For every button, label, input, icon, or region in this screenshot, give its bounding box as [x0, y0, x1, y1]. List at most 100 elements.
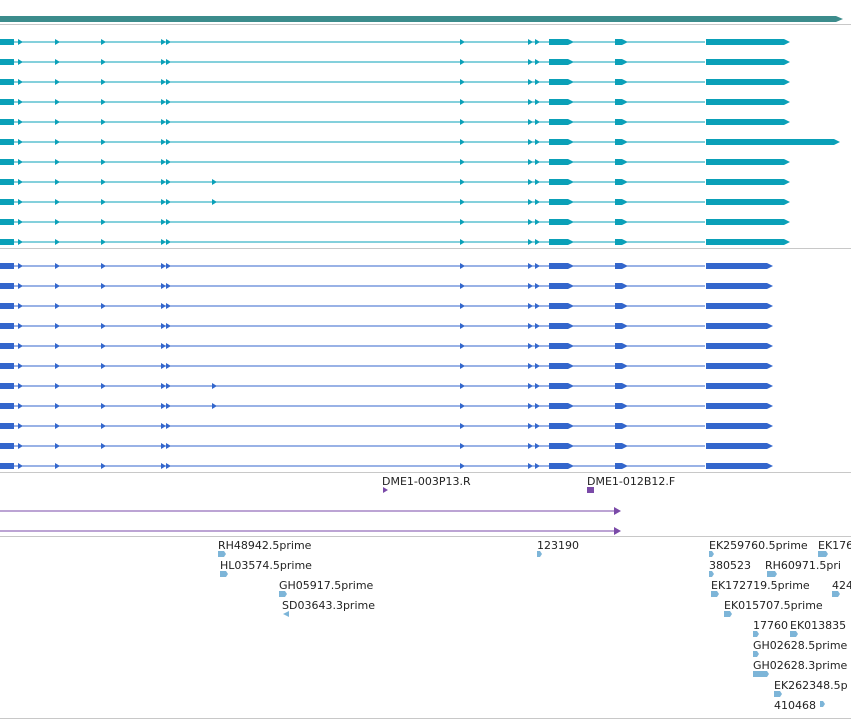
strand-arrow	[18, 463, 23, 469]
exon	[706, 303, 767, 309]
strand-arrow	[460, 443, 465, 449]
est-label[interactable]: 410468	[774, 699, 816, 712]
exon	[767, 283, 773, 289]
strand-arrow	[460, 59, 465, 65]
exon	[549, 263, 568, 269]
est-label[interactable]: 424	[832, 579, 851, 592]
est-label[interactable]: HL03574.5prime	[220, 559, 312, 572]
strand-arrow	[55, 59, 60, 65]
track-divider	[0, 24, 851, 25]
exon	[615, 383, 622, 389]
strand-arrow	[161, 79, 166, 85]
strand-arrow	[460, 463, 465, 469]
strand-arrow	[460, 219, 465, 225]
exon	[622, 119, 628, 125]
track-divider	[0, 248, 851, 249]
exon	[622, 99, 628, 105]
exon	[622, 463, 628, 469]
est-label[interactable]: EK176	[818, 539, 851, 552]
strand-arrow	[166, 199, 171, 205]
est-label[interactable]: EK013835	[790, 619, 847, 632]
strand-arrow	[166, 99, 171, 105]
exon	[568, 443, 574, 449]
est-feature	[790, 631, 798, 637]
strand-arrow	[101, 39, 106, 45]
est-label[interactable]: RH60971.5pri	[765, 559, 841, 572]
exon	[622, 59, 628, 65]
exon	[0, 423, 14, 429]
exon	[0, 239, 14, 245]
strand-arrow	[101, 403, 106, 409]
est-label[interactable]: EK259760.5prime	[709, 539, 808, 552]
exon	[0, 59, 14, 65]
est-label[interactable]: 380523	[709, 559, 751, 572]
est-label[interactable]: 17760	[753, 619, 788, 632]
exon	[615, 323, 622, 329]
strand-arrow	[528, 463, 533, 469]
exon	[615, 179, 622, 185]
exon	[0, 443, 14, 449]
strand-arrow	[55, 363, 60, 369]
exon	[706, 39, 784, 45]
est-label[interactable]: GH05917.5prime	[279, 579, 374, 592]
exon	[615, 139, 622, 145]
strand-arrow	[460, 79, 465, 85]
strand-arrow	[161, 159, 166, 165]
exon	[622, 283, 628, 289]
est-label[interactable]: 123190	[537, 539, 579, 552]
est-label[interactable]: EK172719.5prime	[711, 579, 810, 592]
est-label[interactable]: EK015707.5prime	[724, 599, 823, 612]
exon	[549, 219, 568, 225]
exon	[706, 343, 767, 349]
strand-arrow	[101, 239, 106, 245]
strand-arrow	[55, 423, 60, 429]
strand-arrow	[18, 239, 23, 245]
strand-arrow	[535, 303, 540, 309]
est-label[interactable]: GH02628.5prime	[753, 639, 848, 652]
segment-label[interactable]: DME1-003P13.R	[382, 475, 471, 488]
exon	[568, 119, 574, 125]
strand-arrow	[166, 323, 171, 329]
strand-arrow	[166, 239, 171, 245]
strand-arrow	[55, 139, 60, 145]
exon	[767, 263, 773, 269]
est-label[interactable]: RH48942.5prime	[218, 539, 312, 552]
est-label[interactable]: SD03643.3prime	[282, 599, 375, 612]
exon	[622, 343, 628, 349]
est-feature	[711, 591, 719, 597]
exon	[549, 159, 568, 165]
strand-arrow	[161, 119, 166, 125]
exon	[615, 263, 622, 269]
strand-arrow	[18, 303, 23, 309]
exon	[615, 443, 622, 449]
segment-label[interactable]: DME1-012B12.F	[587, 475, 676, 488]
exon	[549, 443, 568, 449]
strand-arrow	[535, 239, 540, 245]
est-label[interactable]: GH02628.3prime	[753, 659, 848, 672]
exon	[568, 343, 574, 349]
est-feature	[709, 571, 714, 577]
exon	[549, 179, 568, 185]
exon	[767, 303, 773, 309]
strand-arrow	[18, 219, 23, 225]
strand-arrow	[166, 463, 171, 469]
strand-arrow	[535, 79, 540, 85]
exon	[784, 239, 790, 245]
strand-arrow	[101, 159, 106, 165]
strand-arrow	[55, 283, 60, 289]
exon	[784, 99, 790, 105]
exon	[622, 139, 628, 145]
strand-arrow	[18, 403, 23, 409]
est-label[interactable]: EK262348.5p	[774, 679, 848, 692]
strand-arrow	[55, 383, 60, 389]
strand-arrow	[460, 199, 465, 205]
est-feature	[753, 631, 759, 637]
exon	[568, 99, 574, 105]
strand-arrow	[161, 39, 166, 45]
exon	[706, 383, 767, 389]
strand-arrow	[528, 383, 533, 389]
exon	[784, 39, 790, 45]
exon	[549, 323, 568, 329]
strand-arrow	[18, 39, 23, 45]
